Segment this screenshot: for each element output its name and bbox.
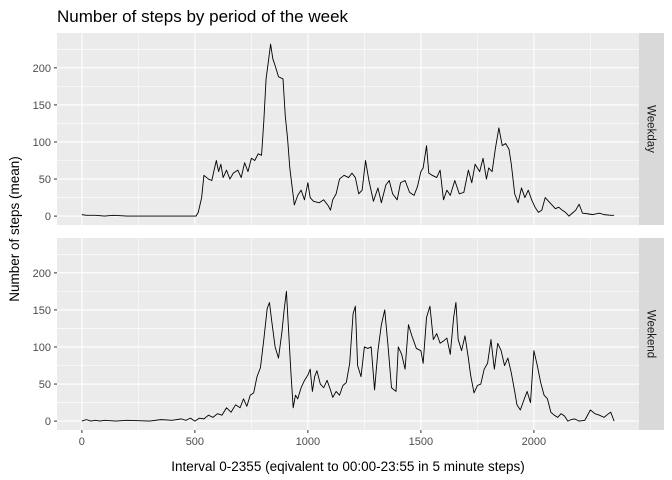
x-tick-label: 500: [186, 436, 204, 448]
facet-panel-weekday: 0 50 100 150 200 Weekday: [33, 33, 664, 225]
panel-background: [57, 33, 639, 225]
series-line-weekend: [81, 290, 615, 422]
y-tick-label: 50: [39, 174, 51, 186]
facet-strip: [639, 238, 664, 430]
chart-title: Number of steps by period of the week: [57, 7, 349, 26]
panel-background: [57, 238, 639, 430]
y-tick-label: 100: [33, 137, 51, 149]
y-tick-label: 0: [45, 416, 51, 428]
y-tick-label: 50: [39, 379, 51, 391]
y-tick-label: 150: [33, 305, 51, 317]
x-tick-label: 0: [79, 436, 85, 448]
y-tick-label: 0: [45, 211, 51, 223]
facet-strip-label: Weekday: [645, 105, 657, 153]
y-axis-label: Number of steps (mean): [7, 156, 22, 302]
series-line-weekday: [81, 43, 615, 217]
facet-panel-weekend: 0 50 100 150 200 Weekend: [33, 238, 664, 430]
y-tick-label: 200: [33, 268, 51, 280]
facet-panels: 0 50 100 150 200 Weekday 0 50 100 150 200 Weekend 0 5…: [33, 33, 664, 448]
x-tick-label: 2000: [522, 436, 546, 448]
x-tick-label: 1000: [296, 436, 320, 448]
facet-strip-label: Weekend: [645, 310, 657, 358]
y-tick-label: 200: [33, 63, 51, 75]
y-tick-label: 150: [33, 100, 51, 112]
x-axis-label: Interval 0-2355 (eqivalent to 00:00-23:5…: [171, 459, 524, 474]
y-tick-label: 100: [33, 342, 51, 354]
x-tick-label: 1500: [409, 436, 433, 448]
facet-strip: [639, 33, 664, 225]
